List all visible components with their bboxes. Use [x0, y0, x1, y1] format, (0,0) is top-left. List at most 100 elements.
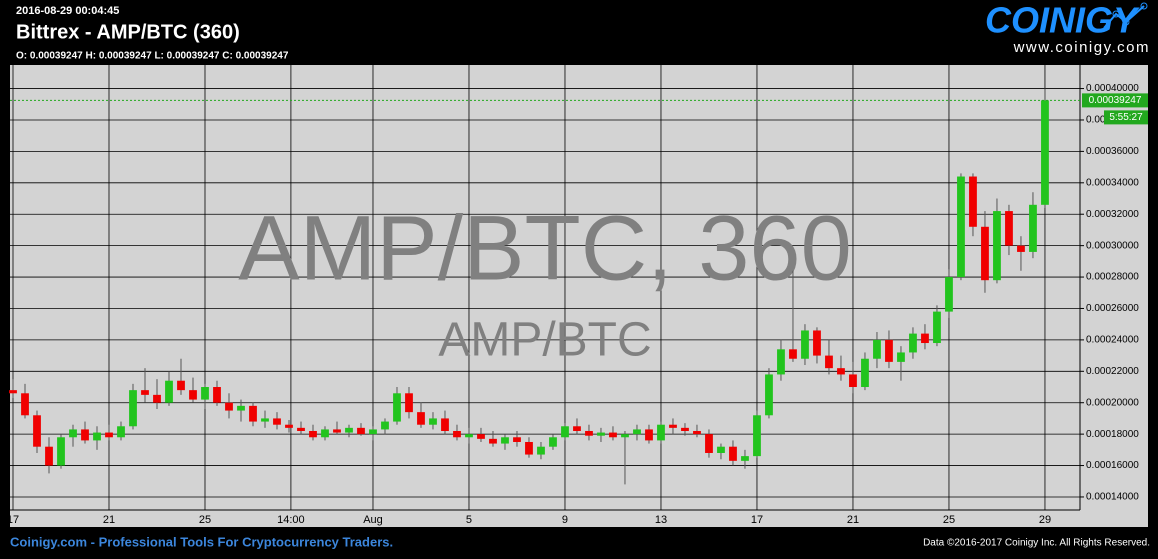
candle-body — [909, 333, 917, 353]
candle-body — [345, 427, 353, 433]
candle-body — [969, 176, 977, 227]
candle-body — [1005, 211, 1013, 246]
x-tick-label: 29 — [1039, 514, 1051, 526]
x-tick-label: Aug — [363, 514, 383, 526]
price-badge-label: 0.00039247 — [1089, 95, 1142, 106]
candle-body — [165, 380, 173, 403]
candle-body — [789, 349, 797, 359]
x-tick-label: 21 — [103, 514, 115, 526]
candle-body — [765, 374, 773, 416]
candle-body — [489, 438, 497, 444]
candle-body — [933, 311, 941, 344]
y-tick-label: 0.00032000 — [1086, 209, 1139, 220]
candle-body — [273, 418, 281, 425]
candle-body — [921, 333, 929, 344]
candle-body — [1017, 245, 1025, 252]
footer-left: Coinigy.com - Professional Tools For Cry… — [10, 534, 393, 549]
candle-body — [729, 446, 737, 461]
x-tick-label: 17 — [7, 514, 19, 526]
countdown-label: 5:55:27 — [1109, 112, 1143, 123]
candle-body — [417, 412, 425, 425]
candle-body — [261, 418, 269, 422]
x-tick-label: 5 — [466, 514, 472, 526]
y-tick-label: 0.00020000 — [1086, 397, 1139, 408]
candle-body — [333, 429, 341, 433]
candle-body — [513, 437, 521, 442]
candle-body — [1041, 100, 1049, 205]
logo-url: www.coinigy.com — [1013, 39, 1150, 56]
candle-body — [81, 429, 89, 441]
logo: COINIGY — [985, 0, 1140, 41]
candle-body — [453, 430, 461, 438]
candle-body — [153, 394, 161, 403]
candle-body — [237, 405, 245, 411]
x-tick-label: 25 — [943, 514, 955, 526]
plot-panel — [10, 65, 1148, 527]
candle-body — [849, 374, 857, 388]
candle-body — [285, 424, 293, 428]
candle-body — [93, 432, 101, 441]
y-tick-label: 0.00022000 — [1086, 366, 1139, 377]
candle-body — [609, 432, 617, 438]
candle-body — [429, 418, 437, 425]
candle-body — [21, 393, 29, 416]
y-tick-label: 0.00026000 — [1086, 303, 1139, 314]
candle-body — [129, 390, 137, 427]
candle-body — [669, 424, 677, 428]
candle-body — [117, 426, 125, 438]
candle-body — [309, 430, 317, 438]
candle-body — [1029, 204, 1037, 252]
candle-body — [657, 424, 665, 441]
candle-body — [801, 330, 809, 359]
candle-body — [621, 434, 629, 438]
y-tick-label: 0.00018000 — [1086, 429, 1139, 440]
candle-body — [213, 387, 221, 403]
chart-title: Bittrex - AMP/BTC (360) — [16, 21, 240, 43]
candle-body — [957, 176, 965, 278]
candle-body — [537, 446, 545, 455]
candle-body — [681, 427, 689, 431]
candle-body — [705, 434, 713, 453]
candle-body — [177, 380, 185, 391]
candle-body — [693, 430, 701, 435]
candle-body — [777, 349, 785, 375]
candle-body — [717, 446, 725, 453]
candle-body — [297, 427, 305, 431]
candle-body — [201, 387, 209, 400]
candle-body — [873, 339, 881, 359]
ohlc-readout: O: 0.00039247 H: 0.00039247 L: 0.0003924… — [16, 51, 289, 62]
y-tick-label: 0.00028000 — [1086, 272, 1139, 283]
candle-body — [357, 427, 365, 435]
candle-body — [885, 339, 893, 362]
x-tick-label: 14:00 — [277, 514, 305, 526]
candle-body — [597, 432, 605, 436]
y-tick-label: 0.00034000 — [1086, 177, 1139, 188]
candle-body — [249, 405, 257, 422]
candle-body — [573, 426, 581, 431]
candle-body — [825, 355, 833, 369]
watermark: AMP/BTC, 360 — [238, 197, 852, 299]
countdown-badge — [1104, 110, 1148, 125]
candle-body — [69, 429, 77, 438]
candle-body — [405, 393, 413, 413]
y-tick-label: 0.00014000 — [1086, 492, 1139, 503]
candle-body — [861, 358, 869, 388]
candle-body — [561, 426, 569, 438]
candle-body — [33, 415, 41, 447]
logo-icon — [1140, 2, 1148, 10]
y-tick-label: 0.00030000 — [1086, 240, 1139, 251]
candle-body — [993, 211, 1001, 281]
candle-body — [585, 430, 593, 436]
x-tick-label: 17 — [751, 514, 763, 526]
logo-icon — [1122, 18, 1130, 26]
footer-right: Data ©2016-2017 Coinigy Inc. All Rights … — [923, 538, 1150, 549]
candle-body — [441, 418, 449, 431]
x-tick-label: 25 — [199, 514, 211, 526]
candle-body — [189, 390, 197, 400]
candle-body — [981, 226, 989, 281]
y-tick-label: 0.00040000 — [1086, 83, 1139, 94]
y-tick-label: 0.00036000 — [1086, 146, 1139, 157]
candle-body — [501, 437, 509, 444]
